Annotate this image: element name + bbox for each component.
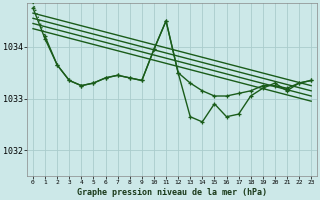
X-axis label: Graphe pression niveau de la mer (hPa): Graphe pression niveau de la mer (hPa): [77, 188, 267, 197]
